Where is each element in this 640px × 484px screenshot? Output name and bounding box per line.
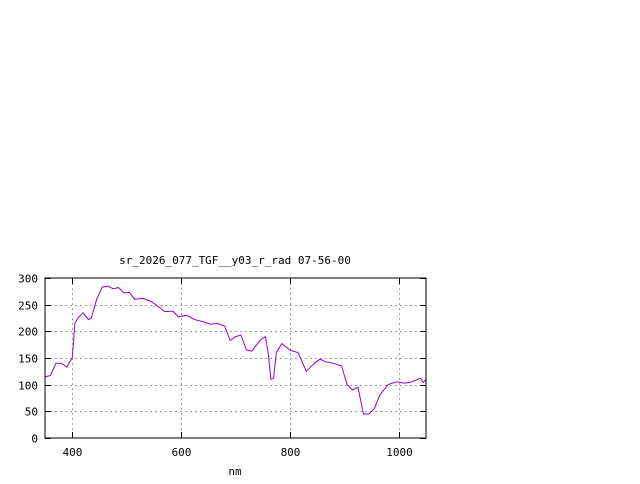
y-tick-label: 0 — [31, 433, 38, 446]
y-tick-label: 250 — [18, 300, 38, 313]
x-tick-label: 400 — [63, 446, 83, 459]
y-tick-label: 300 — [18, 273, 38, 286]
x-tick-label: 1000 — [386, 446, 413, 459]
plot-border — [44, 277, 427, 439]
y-tick-label: 150 — [18, 353, 38, 366]
grid — [45, 278, 426, 438]
series-line — [44, 285, 427, 415]
chart-title: sr_2026_077_TGF__y03_r_rad 07-56-00 — [119, 254, 351, 267]
ticks: 400 600 800 1000 0 50 100 150 200 250 300 — [18, 273, 426, 459]
y-tick-label: 200 — [18, 326, 38, 339]
x-axis-label: nm — [228, 465, 242, 478]
y-tick-label: 100 — [18, 380, 38, 393]
x-tick-label: 800 — [281, 446, 301, 459]
x-tick-label: 600 — [172, 446, 192, 459]
y-tick-label: 50 — [25, 406, 38, 419]
